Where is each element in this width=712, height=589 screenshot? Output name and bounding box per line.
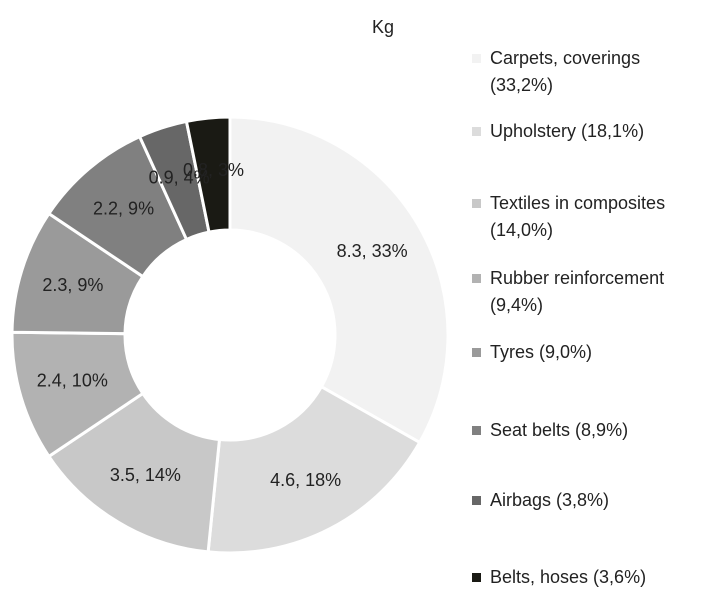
legend-entry: Airbags (3,8%) (472, 487, 708, 514)
data-label: 2.3, 9% (42, 275, 103, 295)
data-label: 2.4, 10% (37, 371, 108, 391)
slice (206, 384, 422, 555)
legend-entry: Rubber reinforcement (9,4%) (472, 265, 708, 319)
legend-swatch (472, 127, 481, 136)
data-label: 2.2, 9% (93, 198, 154, 218)
data-label: 8.3, 33% (337, 241, 408, 261)
legend-swatch (472, 199, 481, 208)
legend-label: Rubber reinforcement (9,4%) (490, 268, 665, 315)
legend-entry: Carpets, coverings (33,2%) (472, 45, 708, 99)
legend-swatch (472, 573, 481, 582)
data-label: 0.9, 4% (149, 167, 210, 187)
legend-label: Upholstery (18,1%) (490, 121, 645, 141)
legend-swatch (472, 54, 481, 63)
legend-label: Textiles in composites (14,0%) (490, 193, 666, 240)
legend-entry: Upholstery (18,1%) (472, 118, 708, 145)
legend-entry: Belts, hoses (3,6%) (472, 564, 708, 589)
legend-entry: Seat belts (8,9%) (472, 417, 708, 444)
legend-label: Carpets, coverings (33,2%) (490, 48, 641, 95)
legend-swatch (472, 348, 481, 357)
legend-label: Airbags (3,8%) (490, 490, 610, 510)
legend-label: Seat belts (8,9%) (490, 420, 629, 440)
data-label: 4.6, 18% (270, 470, 341, 490)
legend-entry: Tyres (9,0%) (472, 339, 708, 366)
legend-swatch (472, 426, 481, 435)
slice (184, 115, 232, 234)
legend-swatch (472, 274, 481, 283)
chart-title: Kg (372, 17, 394, 37)
data-label: 3.5, 14% (110, 465, 181, 485)
legend-label: Tyres (9,0%) (490, 342, 593, 362)
legend-swatch (472, 496, 481, 505)
slice (228, 115, 450, 445)
legend-entry: Textiles in composites (14,0%) (472, 190, 708, 244)
data-label: 0.8, 3% (183, 160, 244, 180)
legend-label: Belts, hoses (3,6%) (490, 567, 647, 587)
slice (46, 391, 222, 554)
